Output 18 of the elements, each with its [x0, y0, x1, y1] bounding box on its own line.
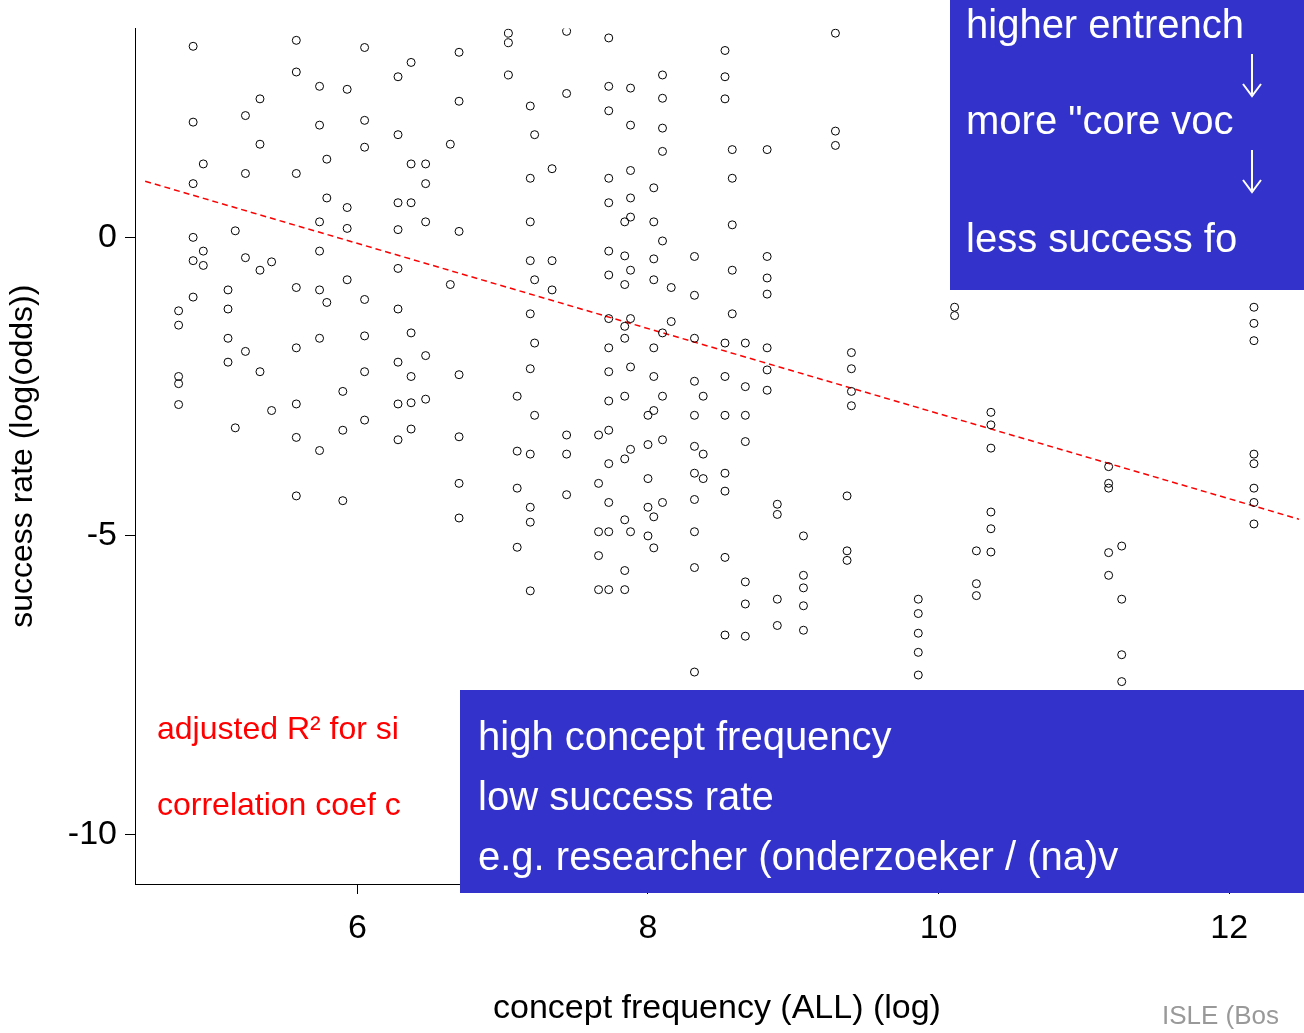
y-tick-label: -5 [86, 514, 117, 553]
y-tick-label: 0 [98, 215, 117, 254]
x-axis-title: concept frequency (ALL) (log) [493, 986, 941, 1025]
x-tick-label: 8 [638, 906, 658, 945]
annotation: e.g. researcher (onderzoeker / (na)v [478, 833, 1119, 880]
annotation: correlation coef c [157, 786, 401, 823]
annotation: less success fo [966, 216, 1238, 261]
x-tick-label: 10 [919, 906, 958, 945]
x-tick-label: 6 [347, 906, 367, 945]
annotation: more "core voc [966, 98, 1234, 143]
annotation: low success rate [478, 773, 775, 820]
y-tick-label: -10 [67, 812, 117, 851]
x-tick-label: 12 [1210, 906, 1249, 945]
text: ISLE (Bos [1162, 1000, 1280, 1031]
annotation: adjusted R² for si [157, 710, 399, 747]
y-axis-title: success rate (log(odds)) [3, 284, 40, 628]
annotation: higher entrench [966, 2, 1244, 47]
annotation: high concept frequency [478, 713, 893, 760]
